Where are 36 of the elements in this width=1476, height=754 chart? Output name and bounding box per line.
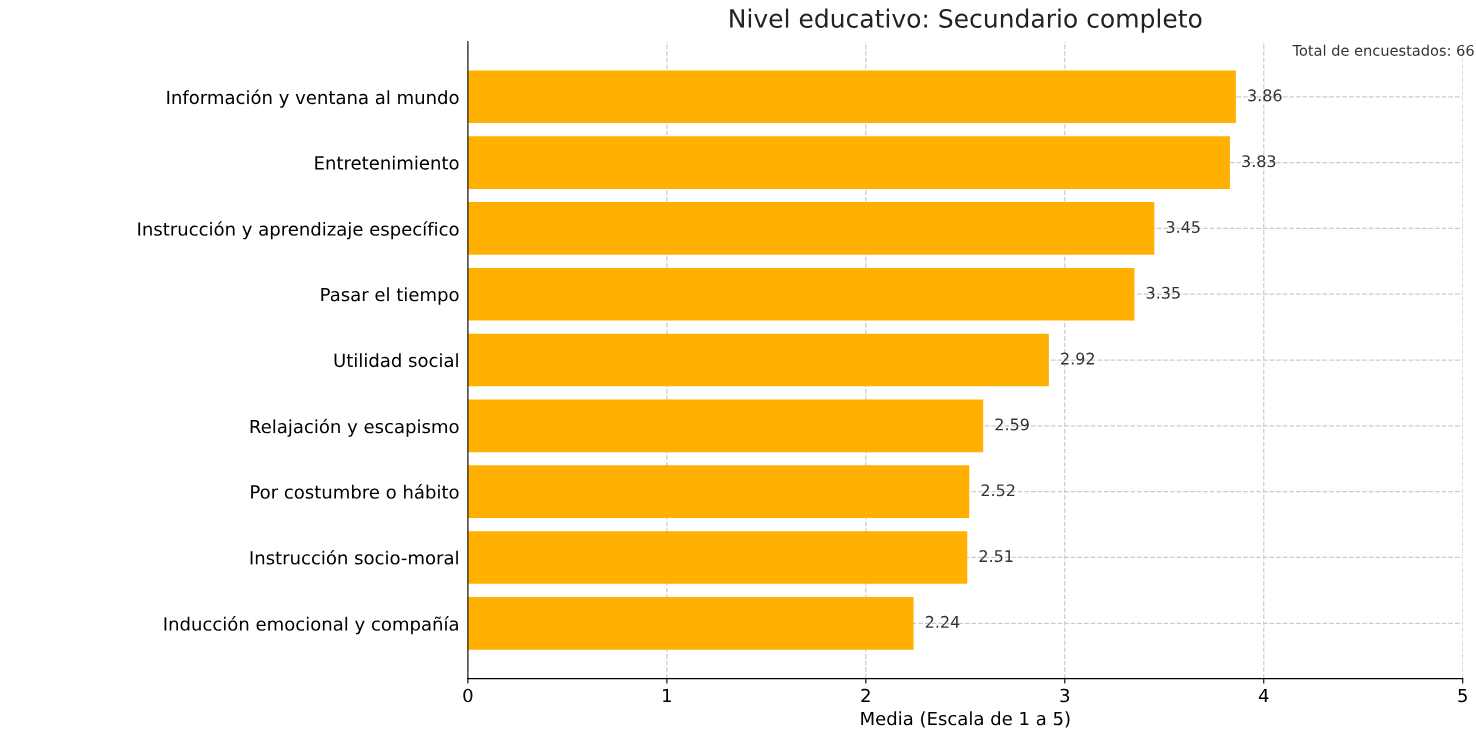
y-tick-label: Relajación y escapismo (250, 418, 459, 437)
x-tick-label: 4 (1258, 688, 1269, 703)
x-tick-label: 1 (663, 688, 671, 703)
x-tick-label: 3 (1060, 688, 1070, 703)
x-axis-title: Media (Escala de 1 a 5) (861, 711, 1070, 728)
y-tick-label: Instrucción y aprendizaje específico (138, 221, 459, 240)
chart-title: Nivel educativo: Secundario completo (730, 8, 1202, 33)
data-label: 3.35 (1146, 286, 1180, 299)
data-label: 2.24 (925, 615, 960, 628)
data-label: 3.83 (1242, 155, 1276, 168)
y-tick-label: Información y ventana al mundo (167, 89, 459, 108)
data-label: 2.51 (979, 550, 1013, 563)
x-tick-label: 0 (463, 688, 473, 703)
y-tick-label: Entretenimiento (315, 155, 459, 170)
data-label: 2.52 (981, 484, 1015, 497)
bar (467, 267, 1135, 321)
y-tick-label: Por costumbre o hábito (251, 484, 459, 499)
data-label: 3.86 (1248, 89, 1282, 102)
y-tick-label: Instrucción socio-moral (250, 549, 458, 565)
bar (467, 136, 1230, 189)
bar (467, 399, 984, 453)
y-tick-label: Pasar el tiempo (321, 287, 459, 305)
y-tick-label: Utilidad social (334, 353, 458, 368)
bar (467, 465, 970, 518)
bar (467, 333, 1049, 387)
bar (467, 596, 914, 650)
annotation: Total de encuestados: 66 (1292, 44, 1474, 56)
y-tick-label: Inducción emocional y compañía (164, 616, 458, 635)
bar (467, 70, 1236, 124)
data-label: 2.92 (1061, 352, 1094, 365)
x-tick-label: 2 (861, 688, 870, 703)
data-label: 2.59 (995, 418, 1029, 431)
bar (467, 202, 1155, 255)
data-label: 3.45 (1166, 220, 1200, 234)
bar (467, 531, 968, 584)
x-tick-label: 5 (1458, 688, 1467, 703)
